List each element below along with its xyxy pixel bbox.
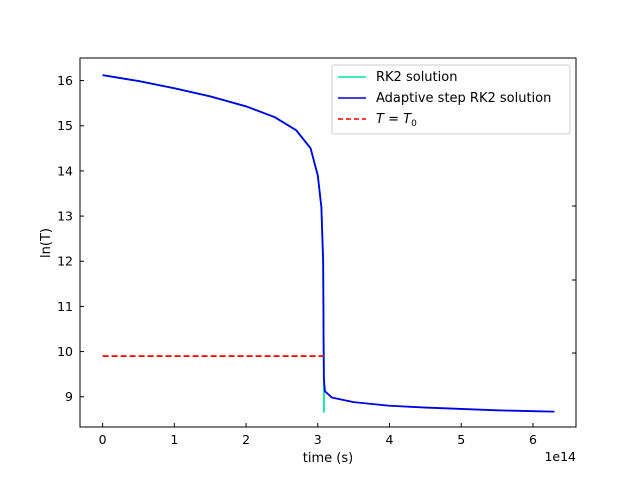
x-tick-label: 0 (99, 432, 107, 447)
y-tick-label: 9 (65, 389, 73, 404)
legend-item-t0: T = T0 (338, 112, 417, 129)
y-axis-label: ln(T) (39, 228, 54, 258)
legend-t0-var2: T (403, 112, 412, 127)
legend-item-rk2: RK2 solution (338, 70, 457, 85)
y-tick-label: 10 (57, 344, 73, 359)
legend-label-adaptive: Adaptive step RK2 solution (376, 91, 551, 106)
legend-item-adaptive: Adaptive step RK2 solution (338, 91, 551, 106)
series-line-1 (102, 74, 555, 413)
y-tick-label: 11 (57, 299, 73, 314)
y-tick-label: 13 (57, 209, 73, 224)
x-tick-label: 1 (170, 432, 178, 447)
x-tick-label: 3 (314, 432, 322, 447)
x-axis-label: time (s) (303, 451, 353, 466)
legend-label-rk2: RK2 solution (376, 70, 457, 85)
y-tick-label: 15 (57, 118, 73, 133)
legend-t0-eq: = (384, 112, 403, 127)
y-tick-label: 12 (57, 254, 73, 269)
legend-box (331, 64, 571, 135)
y-tick-label: 16 (57, 73, 73, 88)
x-tick-label: 2 (242, 432, 250, 447)
legend-t0-var: T (376, 112, 385, 127)
legend-t0-sub: 0 (411, 119, 417, 129)
x-tick-label: 4 (386, 432, 394, 447)
x-tick-label: 5 (457, 432, 465, 447)
legend-label-t0: T = T0 (376, 112, 417, 129)
x-offset-label: 1e14 (544, 449, 576, 464)
x-axis-ticks: 0 1 2 3 4 5 6 (99, 423, 537, 447)
y-axis-ticks: 9 10 11 12 13 14 15 16 (57, 73, 576, 404)
series-layer (102, 74, 555, 413)
legend: RK2 solution Adaptive step RK2 solution … (331, 64, 571, 135)
x-tick-label: 6 (529, 432, 537, 447)
y-tick-label: 14 (57, 163, 73, 178)
